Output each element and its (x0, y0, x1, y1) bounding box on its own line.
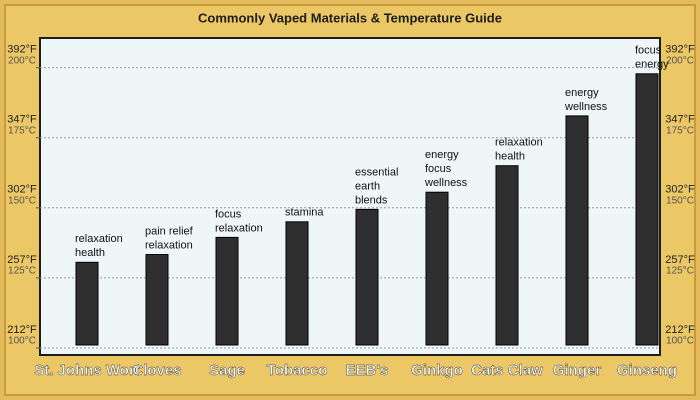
x-tick-label: Cats Claw (471, 362, 543, 379)
bar (425, 191, 449, 346)
y2-tick-label: 175°C (666, 125, 694, 136)
y-tick-label: 302°F (665, 184, 695, 196)
y2-tick-label: 100°C (666, 336, 694, 347)
x-tick-label: Ginseng (617, 362, 677, 379)
bar (145, 254, 169, 346)
bar (355, 208, 379, 346)
x-tick-label: Sage (209, 362, 245, 379)
bar-annotation: relaxation (495, 137, 543, 149)
bar (565, 115, 589, 346)
bar (285, 221, 309, 346)
chart-title: Commonly Vaped Materials & Temperature G… (198, 10, 502, 25)
y-tick-label: 257°F (665, 254, 695, 266)
bar-annotation: focus (215, 208, 242, 220)
bar-annotation: wellness (564, 101, 608, 113)
x-tick-label: St. Johns Wort (34, 362, 140, 379)
bar-annotation: health (495, 151, 525, 163)
y2-tick-label: 175°C (8, 125, 36, 136)
x-tick-label: Cloves (132, 362, 181, 379)
y-tick-label: 257°F (7, 254, 37, 266)
y2-tick-label: 200°C (666, 55, 694, 66)
y-tick-label: 392°F (7, 44, 37, 56)
plot-panel (39, 37, 661, 356)
y2-tick-label: 100°C (8, 336, 36, 347)
x-tick-label: EEB's (346, 362, 389, 379)
y-tick-label: 392°F (665, 44, 695, 56)
y-tick-label: 302°F (7, 184, 37, 196)
bar-annotation: earth (355, 180, 380, 192)
y2-tick-label: 125°C (666, 266, 694, 277)
bar-annotation: relaxation (75, 233, 123, 245)
bar-annotation: focus (635, 45, 662, 57)
x-tick-label: Tobacco (267, 362, 328, 379)
bar (635, 73, 659, 346)
x-tick-label: Ginkgo (411, 362, 463, 379)
y2-tick-label: 150°C (666, 195, 694, 206)
bar-annotation: energy (635, 59, 669, 71)
bar (75, 261, 99, 346)
bar-annotation: relaxation (215, 222, 263, 234)
bar-annotation: stamina (285, 207, 324, 219)
y-tick-label: 347°F (7, 114, 37, 126)
y-tick-label: 212°F (665, 324, 695, 336)
bar-annotation: focus (425, 163, 452, 175)
y-tick-label: 212°F (7, 324, 37, 336)
y2-tick-label: 125°C (8, 266, 36, 277)
bar-annotation: blends (355, 194, 388, 206)
bar-annotation: energy (565, 87, 599, 99)
bar-annotation: essential (355, 166, 398, 178)
bar-annotation: health (75, 247, 105, 259)
bar-annotation: relaxation (145, 239, 193, 251)
bar (215, 236, 239, 346)
x-tick-label: Ginger (553, 362, 602, 379)
y-tick-label: 347°F (665, 114, 695, 126)
bar-annotation: pain relief (145, 225, 194, 237)
bar-annotation: wellness (424, 177, 468, 189)
y2-tick-label: 150°C (8, 195, 36, 206)
bar-annotation: energy (425, 149, 459, 161)
y2-tick-label: 200°C (8, 55, 36, 66)
bar (495, 165, 519, 346)
